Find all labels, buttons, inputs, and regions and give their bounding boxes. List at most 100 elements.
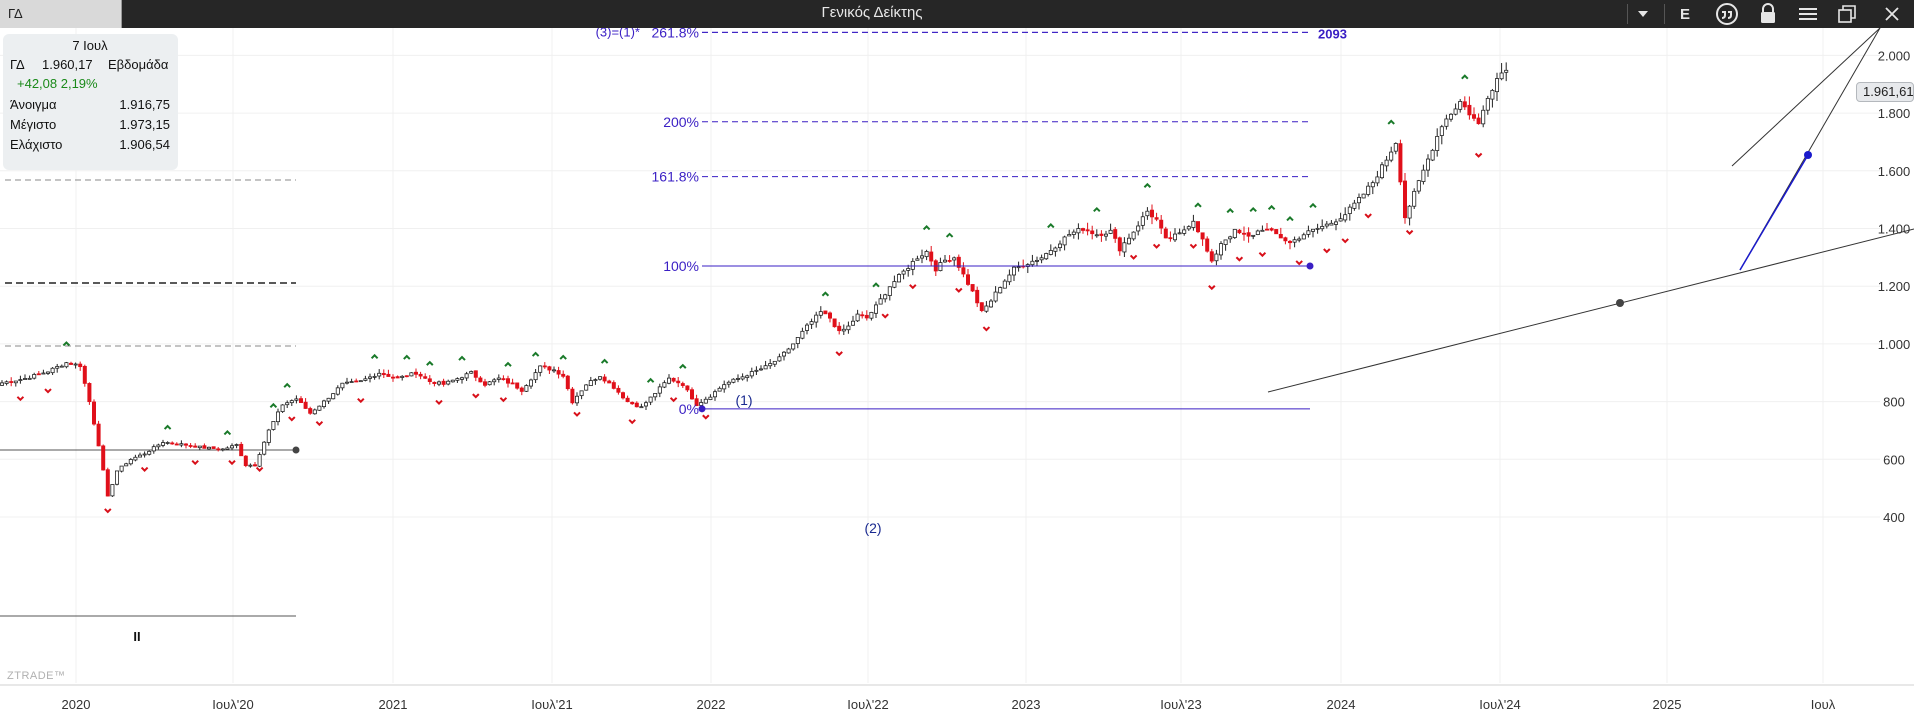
candle <box>1375 176 1380 184</box>
lock-icon[interactable] <box>1751 0 1785 28</box>
candle <box>841 328 846 332</box>
candle <box>1002 280 1007 289</box>
x-tick-label: Ιουλ'21 <box>531 697 572 712</box>
candle <box>883 294 888 300</box>
fractal-down-marker <box>909 284 917 290</box>
candle <box>1288 240 1293 244</box>
candle <box>59 365 64 368</box>
last-price-tag: 1.961,61 <box>1856 82 1914 102</box>
candle <box>1150 209 1155 218</box>
y-tick-label: 600 <box>1883 452 1905 467</box>
candle <box>1053 247 1058 252</box>
menu-icon[interactable] <box>1791 0 1825 28</box>
candle <box>183 443 188 446</box>
fractal-down-marker <box>669 397 678 403</box>
fib-target-label: 2093 <box>1318 28 1347 41</box>
candle <box>966 274 971 285</box>
candle <box>381 373 386 376</box>
candle <box>1407 205 1412 219</box>
candle <box>1435 136 1440 151</box>
fib-anchor-dot <box>1306 262 1314 270</box>
fractal-down-marker <box>1258 251 1267 258</box>
candle <box>1076 228 1081 234</box>
candle <box>795 337 800 344</box>
candle <box>814 314 819 323</box>
candle <box>1504 69 1509 73</box>
candle <box>929 251 934 262</box>
fractal-down-marker <box>881 313 889 319</box>
candle <box>611 382 616 389</box>
candle <box>947 260 952 262</box>
info-high-label: Μέγιστο <box>10 117 57 132</box>
candle <box>671 377 676 382</box>
candle <box>1232 228 1237 239</box>
fractal-down-marker <box>16 396 25 402</box>
candle <box>418 373 423 377</box>
candle <box>722 384 727 390</box>
candle <box>1384 159 1389 167</box>
candle <box>179 443 184 446</box>
candle <box>473 370 478 378</box>
candle <box>1416 180 1421 192</box>
low-marker-label: II <box>133 629 140 644</box>
candle <box>400 375 405 378</box>
quote-icon[interactable] <box>1710 0 1744 28</box>
candle <box>243 455 248 467</box>
ohlc-info-panel: 7 Ιουλ ΓΔ 1.960,17 Εβδομάδα +42,08 2,19%… <box>3 34 178 170</box>
fractal-down-marker <box>472 393 480 399</box>
candle <box>252 464 257 467</box>
candle <box>1062 236 1067 246</box>
candle <box>1320 226 1325 230</box>
fractal-up-marker <box>458 355 466 361</box>
candle <box>1380 164 1385 179</box>
candle <box>1495 78 1500 93</box>
candle <box>436 381 441 385</box>
candle <box>335 387 340 395</box>
candle <box>515 382 520 389</box>
close-icon[interactable] <box>1875 0 1909 28</box>
candle <box>989 300 994 308</box>
candle <box>349 381 354 383</box>
candle <box>174 443 179 446</box>
candle <box>1251 234 1256 237</box>
chevron-down-icon[interactable] <box>1626 0 1660 28</box>
candle <box>496 377 501 380</box>
candle <box>55 366 60 369</box>
title-bar: ΓΔ Γενικός Δείκτης E <box>0 0 1914 28</box>
candle <box>1499 72 1504 80</box>
chart-grid <box>0 28 1880 683</box>
candle <box>234 444 239 446</box>
candle <box>538 365 543 373</box>
candle <box>800 330 805 339</box>
candle <box>285 402 290 406</box>
fractal-down-marker <box>315 420 324 427</box>
candle <box>1090 230 1095 235</box>
candle <box>584 384 589 391</box>
fractal-up-marker <box>679 363 687 369</box>
candle <box>915 258 920 261</box>
symbol-box[interactable]: ΓΔ <box>0 0 122 28</box>
candle <box>105 469 110 497</box>
candle <box>598 376 603 380</box>
x-tick-label: Ιουλ'23 <box>1160 697 1201 712</box>
fractal-down-marker <box>1323 248 1331 254</box>
info-open-value: 1.916,75 <box>119 97 170 112</box>
price-chart[interactable]: II 0% 100% 161.8% 200% 261.8% (3)=(1)* 2093 (1)… <box>0 28 1914 717</box>
candle <box>593 379 598 382</box>
restore-icon[interactable] <box>1830 0 1864 28</box>
letter-e-icon[interactable]: E <box>1679 5 1690 23</box>
line-anchor-dot <box>292 446 300 454</box>
candle <box>1237 229 1242 234</box>
candle <box>685 385 690 391</box>
fractal-down-marker <box>104 508 112 514</box>
fib-level-label: 161.8% <box>652 169 699 185</box>
candle <box>36 373 41 376</box>
candle <box>294 398 299 401</box>
candle <box>763 365 768 370</box>
candle <box>92 401 97 425</box>
candle <box>1007 274 1012 283</box>
candle <box>119 465 124 472</box>
fractal-up-marker <box>1387 119 1395 125</box>
candle <box>588 380 593 387</box>
candle <box>648 396 653 403</box>
